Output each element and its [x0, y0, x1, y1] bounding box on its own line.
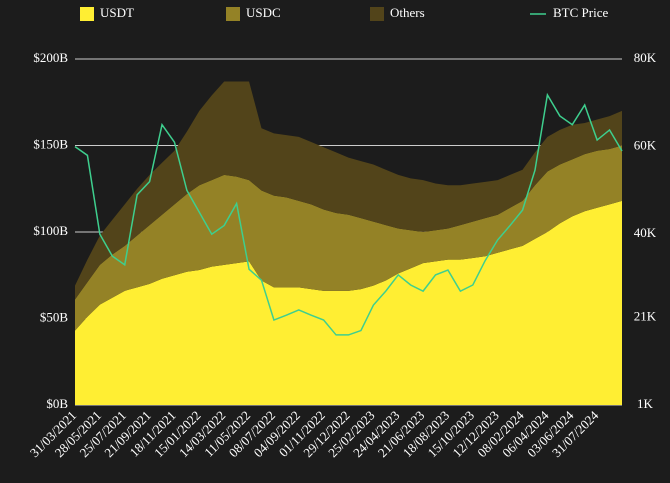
- y-tick-label: $200B: [33, 50, 68, 65]
- area: [75, 145, 622, 331]
- legend-swatch: [370, 7, 384, 21]
- y2-tick-label: 21K: [634, 308, 657, 323]
- legend-label: USDT: [100, 5, 134, 20]
- y-tick-label: $150B: [33, 136, 68, 151]
- y-tick-label: $50B: [40, 309, 69, 324]
- y2-tick-label: 40K: [634, 225, 657, 240]
- line: [74, 92, 623, 336]
- legend-swatch: [80, 7, 94, 21]
- legend-swatch: [226, 7, 240, 21]
- y2-tick-label: 80K: [634, 50, 657, 65]
- y2-tick-label: 60K: [634, 138, 657, 153]
- area: [75, 200, 622, 405]
- y-tick-label: $100B: [33, 223, 68, 238]
- area: [75, 81, 622, 300]
- y2-tick-label: 1K: [637, 396, 654, 411]
- legend-label: Others: [390, 5, 425, 20]
- legend-label: USDC: [246, 5, 281, 20]
- legend-label: BTC Price: [553, 5, 608, 20]
- y-tick-label: $0B: [46, 396, 68, 411]
